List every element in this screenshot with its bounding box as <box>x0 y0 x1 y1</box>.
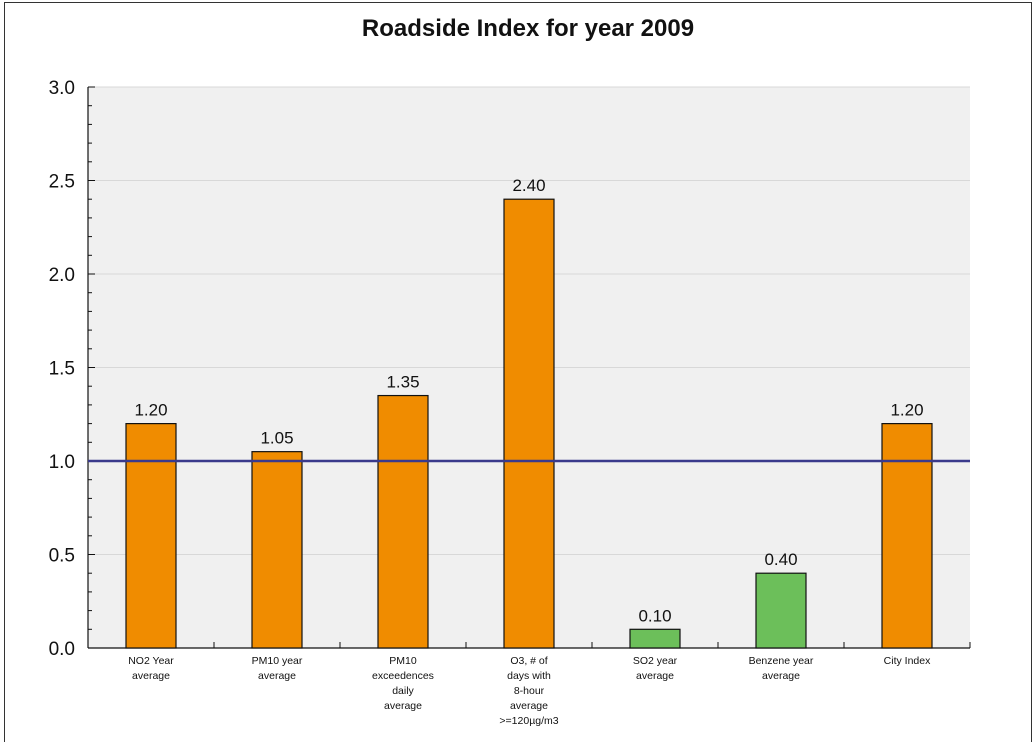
bar <box>251 451 303 649</box>
bar <box>881 423 933 649</box>
bar <box>503 198 555 649</box>
bar <box>125 423 177 649</box>
bar-value-label: 2.40 <box>512 176 545 195</box>
x-category-label: exceedences <box>372 670 434 682</box>
x-category-label: average <box>636 670 674 682</box>
x-category-label: average <box>132 670 170 682</box>
bar-value-label: 1.35 <box>386 373 419 392</box>
x-category-label: 8-hour <box>514 685 545 697</box>
x-category-label: PM10 <box>389 655 417 667</box>
chart-frame <box>4 2 1032 742</box>
bar <box>377 394 429 649</box>
x-category-label: average <box>258 670 296 682</box>
bar-value-label: 0.10 <box>638 606 671 625</box>
x-category-label: Benzene year <box>749 655 814 667</box>
bar-value-label: 0.40 <box>764 550 797 569</box>
bar-value-label: 1.20 <box>890 401 923 420</box>
x-category-label: daily <box>392 685 414 697</box>
x-category-label: >=120µg/m3 <box>499 715 558 727</box>
y-tick-label: 2.5 <box>49 172 75 193</box>
x-category-label: average <box>384 700 422 712</box>
y-tick-label: 1.0 <box>49 452 75 473</box>
y-tick-label: 3.0 <box>49 78 75 99</box>
chart-title: Roadside Index for year 2009 <box>362 15 694 42</box>
y-tick-label: 0.0 <box>49 639 75 660</box>
x-category-label: average <box>762 670 800 682</box>
bar <box>755 572 807 649</box>
y-tick-label: 2.0 <box>49 265 75 286</box>
x-category-label: O3, # of <box>510 655 547 667</box>
bar <box>629 628 681 649</box>
bar-value-label: 1.20 <box>134 401 167 420</box>
x-category-label: PM10 year <box>252 655 303 667</box>
x-category-label: days with <box>507 670 551 682</box>
y-tick-label: 1.5 <box>49 359 75 380</box>
x-category-label: NO2 Year <box>128 655 174 667</box>
y-tick-label: 0.5 <box>49 546 75 567</box>
bar-value-label: 1.05 <box>260 429 293 448</box>
x-category-label: average <box>510 700 548 712</box>
x-category-label: SO2 year <box>633 655 678 667</box>
x-category-label: City Index <box>884 655 931 667</box>
